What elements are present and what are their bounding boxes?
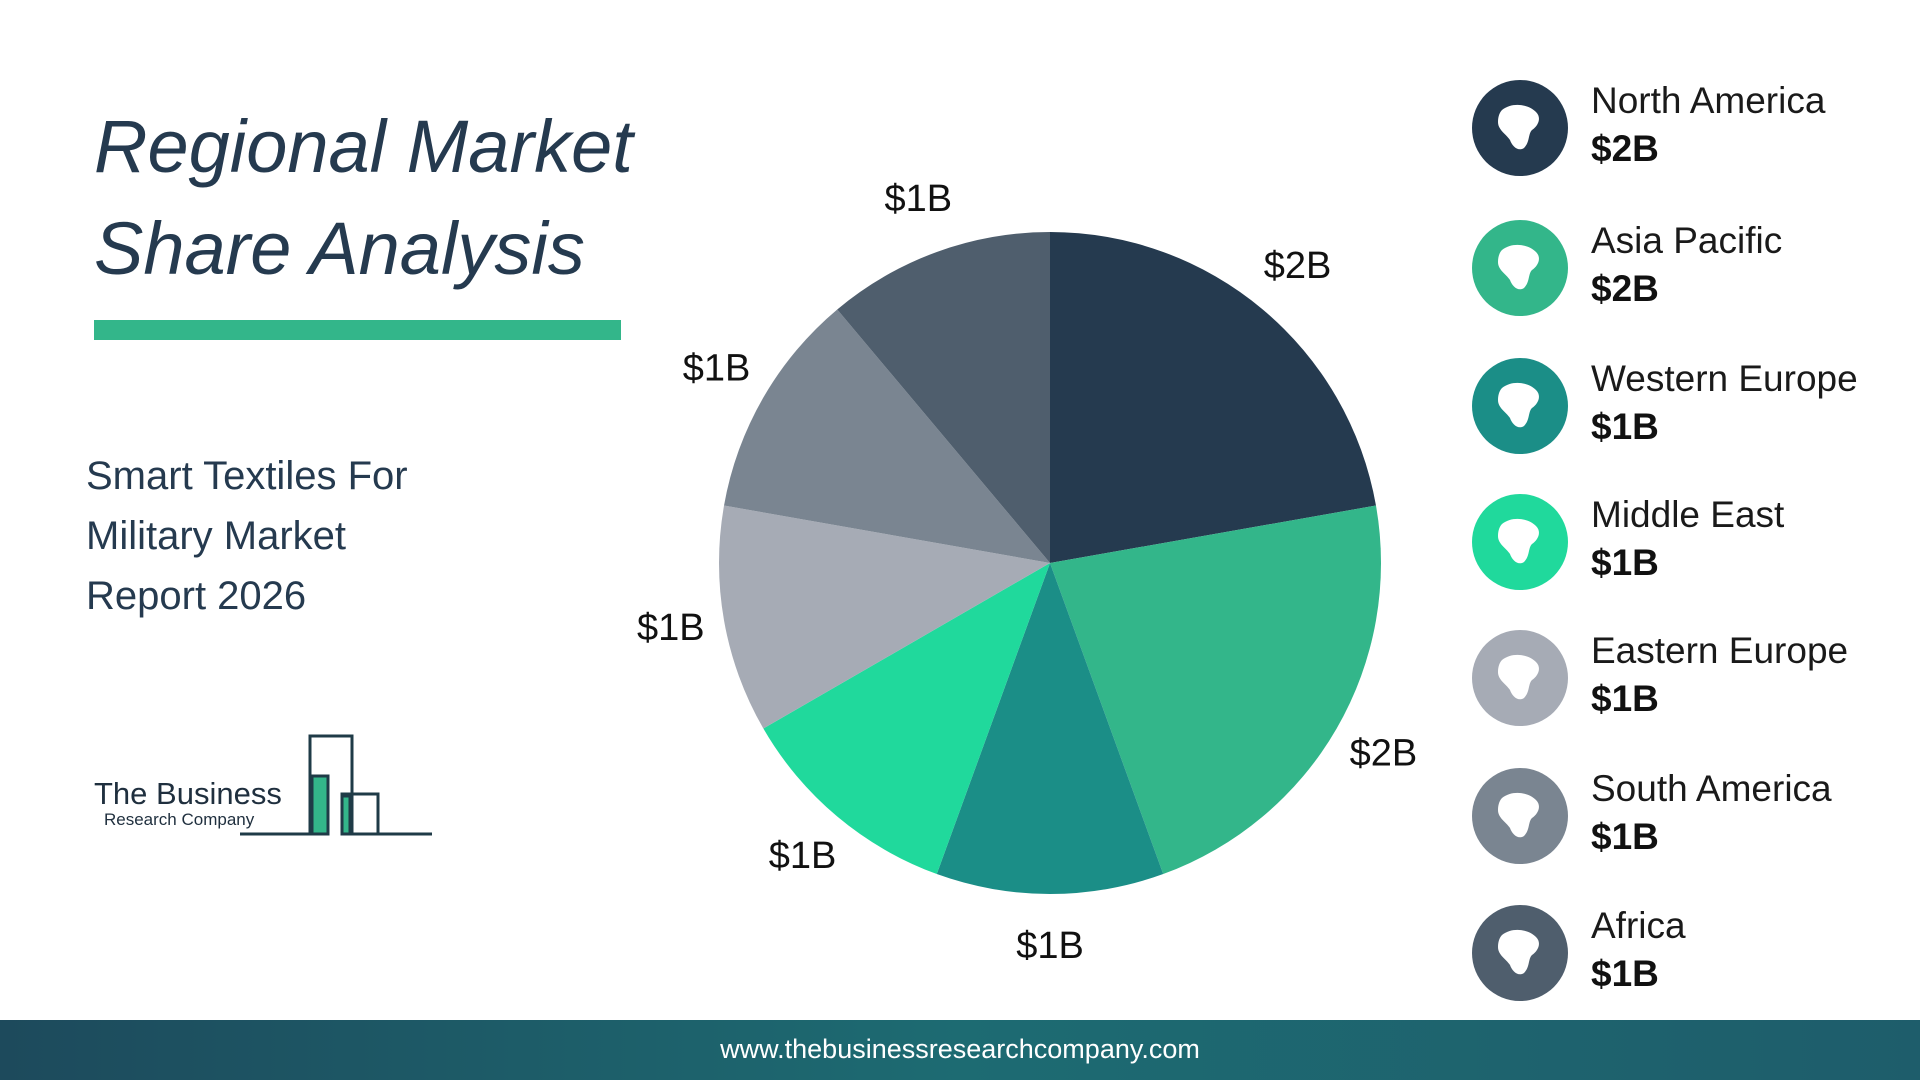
legend-item: Eastern Europe $1B	[1472, 630, 1920, 730]
north-america-map-icon	[1472, 80, 1568, 176]
pie-slice-middle-east	[763, 563, 1050, 875]
pie-chart-svg: $2B $2B $1B $1B $1B $1B $1B	[637, 178, 1418, 967]
pie-slice-eastern-europe	[719, 505, 1050, 729]
data-label-south-america: $1B	[683, 348, 751, 390]
eastern-europe-map-icon	[1472, 630, 1568, 726]
company-logo: The Business Research Company	[94, 730, 434, 840]
legend-item-value: $1B	[1591, 816, 1659, 857]
legend-item-name: Eastern Europe	[1591, 630, 1849, 671]
legend-item: Middle East $1B	[1472, 494, 1920, 594]
subtitle-line-3: Report 2026	[86, 574, 307, 618]
legend-item-value: $2B	[1591, 128, 1659, 169]
legend-item-value: $1B	[1591, 406, 1659, 447]
south-america-map-icon	[1472, 768, 1568, 864]
asia-pacific-map-icon	[1472, 220, 1568, 316]
legend-item-value: $1B	[1591, 678, 1659, 719]
title-line-2: Share Analysis	[94, 207, 585, 290]
legend-item: South America $1B	[1472, 768, 1920, 868]
page-title: Regional Market Share Analysis	[94, 96, 654, 300]
data-label-western-europe: $1B	[1016, 925, 1084, 960]
subtitle-line-2: Military Market	[86, 514, 347, 558]
report-subtitle: Smart Textiles For Military Market Repor…	[86, 446, 506, 626]
legend-item-name: Africa	[1591, 905, 1686, 946]
pie-slice-western-europe	[936, 563, 1164, 895]
africa-map-icon	[1472, 905, 1568, 1001]
data-label-asia-pacific: $2B	[1350, 733, 1418, 775]
footer-url[interactable]: www.thebusinessresearchcompany.com	[720, 1034, 1200, 1064]
legend-item: North America $2B	[1472, 80, 1920, 180]
pie-chart: $2B $2B $1B $1B $1B $1B $1B	[580, 160, 1460, 967]
pie-slice-asia-pacific	[1050, 505, 1381, 875]
data-label-north-america: $2B	[1264, 245, 1332, 287]
logo-subname: Research Company	[104, 810, 255, 829]
legend-item-name: Asia Pacific	[1591, 220, 1783, 261]
pie-slice-south-america	[724, 309, 1050, 563]
legend-item-name: South America	[1591, 768, 1832, 809]
subtitle-line-1: Smart Textiles For	[86, 454, 408, 498]
data-label-middle-east: $1B	[769, 835, 837, 877]
middle-east-map-icon	[1472, 494, 1568, 590]
legend-item-value: $2B	[1591, 268, 1659, 309]
pie-slice-north-america	[1050, 232, 1376, 563]
data-label-eastern-europe: $1B	[637, 607, 705, 649]
title-accent-bar	[94, 320, 621, 340]
logo-buildings-icon	[240, 734, 432, 836]
legend-item: Asia Pacific $2B	[1472, 220, 1920, 320]
data-label-africa: $1B	[884, 178, 952, 220]
legend-item-name: Middle East	[1591, 494, 1785, 535]
legend-item: Western Europe $1B	[1472, 358, 1920, 458]
legend-item-value: $1B	[1591, 542, 1659, 583]
footer-bar: www.thebusinessresearchcompany.com	[0, 1020, 1920, 1080]
title-line-1: Regional Market	[94, 105, 633, 188]
logo-name: The Business	[94, 776, 282, 811]
legend-item: Africa $1B	[1472, 905, 1920, 1005]
legend-item-name: Western Europe	[1591, 358, 1858, 399]
western-europe-map-icon	[1472, 358, 1568, 454]
legend-item-value: $1B	[1591, 953, 1659, 994]
pie-slice-africa	[837, 232, 1050, 563]
legend-item-name: North America	[1591, 80, 1826, 121]
